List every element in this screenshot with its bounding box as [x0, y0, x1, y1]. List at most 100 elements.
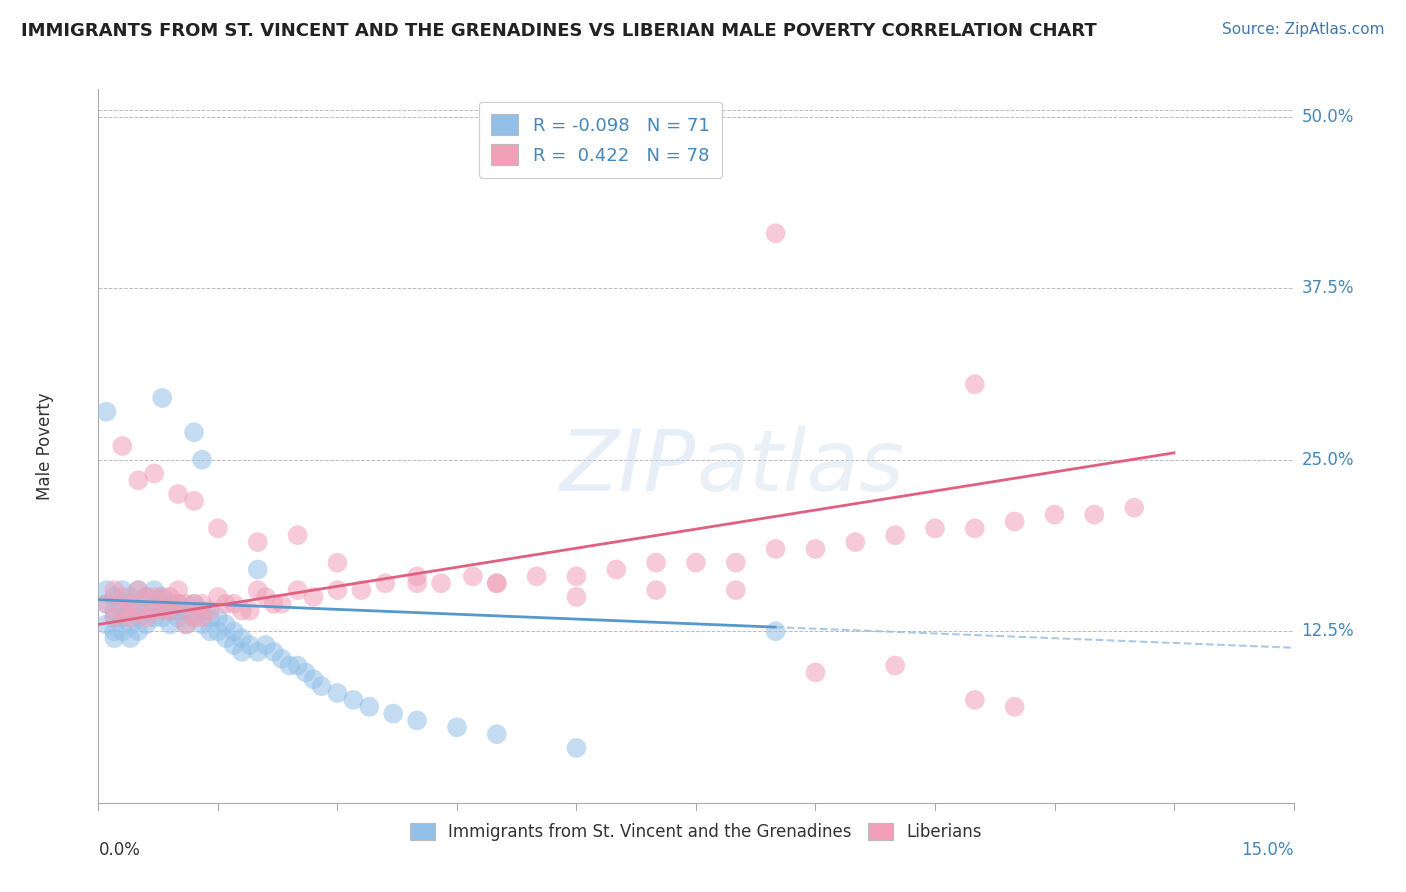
Point	[143, 583, 166, 598]
Point	[135, 590, 157, 604]
Point	[246, 562, 269, 576]
Point	[804, 541, 827, 556]
Point	[127, 597, 149, 611]
Point	[605, 562, 627, 576]
Point	[96, 405, 118, 419]
Point	[963, 377, 986, 392]
Point	[183, 425, 205, 440]
Point	[222, 597, 245, 611]
Point	[239, 638, 262, 652]
Point	[174, 617, 197, 632]
Point	[159, 617, 181, 632]
Text: 37.5%: 37.5%	[1302, 279, 1354, 297]
Point	[270, 651, 292, 665]
Point	[143, 597, 166, 611]
Point	[135, 617, 157, 632]
Point	[167, 610, 190, 624]
Point	[111, 583, 134, 598]
Point	[135, 604, 157, 618]
Point	[127, 624, 149, 639]
Point	[183, 597, 205, 611]
Point	[406, 714, 429, 728]
Point	[191, 610, 214, 624]
Point	[120, 604, 142, 618]
Point	[96, 617, 118, 632]
Point	[263, 597, 285, 611]
Point	[167, 604, 190, 618]
Point	[685, 556, 707, 570]
Point	[302, 590, 325, 604]
Point	[198, 610, 221, 624]
Point	[174, 617, 197, 632]
Point	[565, 740, 588, 755]
Point	[430, 576, 453, 591]
Text: IMMIGRANTS FROM ST. VINCENT AND THE GRENADINES VS LIBERIAN MALE POVERTY CORRELAT: IMMIGRANTS FROM ST. VINCENT AND THE GREN…	[21, 22, 1097, 40]
Point	[135, 610, 157, 624]
Legend: Immigrants from St. Vincent and the Grenadines, Liberians: Immigrants from St. Vincent and the Gren…	[404, 816, 988, 848]
Point	[191, 597, 214, 611]
Point	[1123, 500, 1146, 515]
Point	[103, 631, 125, 645]
Point	[103, 610, 125, 624]
Point	[167, 597, 190, 611]
Point	[120, 590, 142, 604]
Point	[446, 720, 468, 734]
Point	[246, 645, 269, 659]
Point	[311, 679, 333, 693]
Point	[150, 590, 173, 604]
Point	[884, 658, 907, 673]
Point	[724, 583, 747, 598]
Point	[461, 569, 484, 583]
Point	[359, 699, 381, 714]
Point	[326, 686, 349, 700]
Point	[924, 521, 946, 535]
Point	[159, 604, 181, 618]
Point	[724, 556, 747, 570]
Point	[207, 521, 229, 535]
Point	[254, 590, 277, 604]
Point	[645, 556, 668, 570]
Point	[1083, 508, 1105, 522]
Point	[191, 617, 214, 632]
Point	[103, 583, 125, 598]
Point	[765, 227, 787, 241]
Point	[207, 610, 229, 624]
Point	[167, 487, 190, 501]
Point	[191, 452, 214, 467]
Point	[127, 583, 149, 598]
Point	[103, 590, 125, 604]
Point	[215, 617, 238, 632]
Point	[127, 604, 149, 618]
Point	[963, 693, 986, 707]
Point	[302, 673, 325, 687]
Point	[246, 583, 269, 598]
Point	[143, 467, 166, 481]
Point	[183, 610, 205, 624]
Point	[143, 610, 166, 624]
Point	[231, 645, 253, 659]
Text: 12.5%: 12.5%	[1302, 623, 1354, 640]
Text: atlas: atlas	[696, 425, 904, 509]
Point	[485, 576, 508, 591]
Point	[111, 590, 134, 604]
Point	[804, 665, 827, 680]
Point	[406, 576, 429, 591]
Point	[198, 604, 221, 618]
Point	[207, 590, 229, 604]
Text: 0.0%: 0.0%	[98, 841, 141, 859]
Point	[174, 597, 197, 611]
Point	[222, 624, 245, 639]
Point	[150, 391, 173, 405]
Point	[1004, 515, 1026, 529]
Point	[111, 624, 134, 639]
Point	[127, 473, 149, 487]
Point	[120, 610, 142, 624]
Point	[278, 658, 301, 673]
Point	[135, 590, 157, 604]
Point	[103, 604, 125, 618]
Point	[183, 494, 205, 508]
Point	[111, 439, 134, 453]
Point	[150, 610, 173, 624]
Point	[150, 590, 173, 604]
Point	[215, 631, 238, 645]
